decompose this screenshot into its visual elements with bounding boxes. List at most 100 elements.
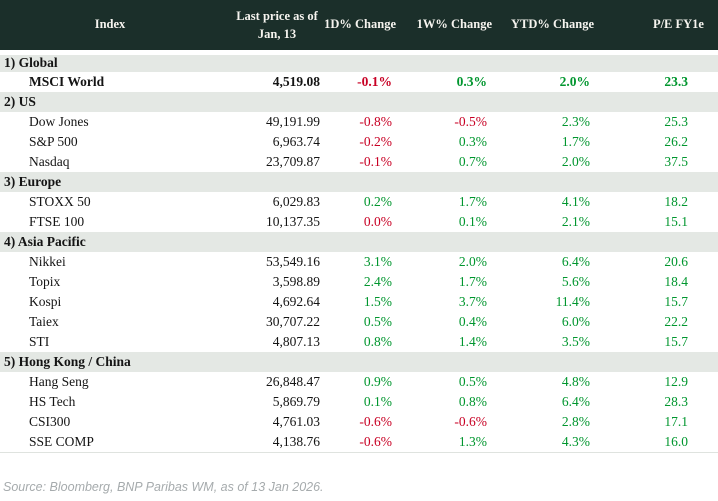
cell-value: 12.9	[596, 372, 718, 392]
table-row: Taiex 30,707.22 0.5% 0.4% 6.0% 22.2	[0, 312, 718, 332]
cell-value: 25.3	[596, 112, 718, 132]
cell-value: 1.7%	[398, 192, 494, 212]
table-row: MSCI World 4,519.08 -0.1% 0.3% 2.0% 23.3	[0, 72, 718, 92]
cell-value: 15.1	[596, 212, 718, 232]
index-name: Nikkei	[0, 252, 190, 272]
cell-value: 5,869.79	[190, 392, 322, 412]
cell-value: 4,138.76	[190, 432, 322, 453]
cell-value: 6.4%	[494, 392, 596, 412]
cell-value: 37.5	[596, 152, 718, 172]
cell-value: 16.0	[596, 432, 718, 453]
cell-value: 23,709.87	[190, 152, 322, 172]
cell-value: 0.8%	[322, 332, 398, 352]
cell-value: 1.5%	[322, 292, 398, 312]
col-header-index: Index	[0, 0, 190, 55]
cell-value: 0.4%	[398, 312, 494, 332]
cell-value: 28.3	[596, 392, 718, 412]
cell-value: -0.5%	[398, 112, 494, 132]
cell-value: 3.5%	[494, 332, 596, 352]
cell-value: 3.7%	[398, 292, 494, 312]
cell-value: 26,848.47	[190, 372, 322, 392]
cell-value: 6,963.74	[190, 132, 322, 152]
cell-value: 49,191.99	[190, 112, 322, 132]
table-row: Nikkei 53,549.16 3.1% 2.0% 6.4% 20.6	[0, 252, 718, 272]
index-name: Kospi	[0, 292, 190, 312]
cell-value: 0.8%	[398, 392, 494, 412]
cell-value: 2.0%	[398, 252, 494, 272]
cell-value: 1.7%	[494, 132, 596, 152]
table-row: HS Tech 5,869.79 0.1% 0.8% 6.4% 28.3	[0, 392, 718, 412]
cell-value: 0.7%	[398, 152, 494, 172]
table-row: Hang Seng 26,848.47 0.9% 0.5% 4.8% 12.9	[0, 372, 718, 392]
table-row: STOXX 50 6,029.83 0.2% 1.7% 4.1% 18.2	[0, 192, 718, 212]
section-row: 2) US	[0, 92, 718, 112]
cell-value: -0.6%	[398, 412, 494, 432]
header-row: Index Last price as of Jan, 13 1D% Chang…	[0, 0, 718, 55]
cell-value: 15.7	[596, 292, 718, 312]
cell-value: -0.6%	[322, 412, 398, 432]
section-label: 5) Hong Kong / China	[0, 352, 718, 372]
source-note: Source: Bloomberg, BNP Paribas WM, as of…	[3, 480, 324, 494]
index-name: MSCI World	[0, 72, 190, 92]
cell-value: 5.6%	[494, 272, 596, 292]
cell-value: 18.2	[596, 192, 718, 212]
cell-value: 3.1%	[322, 252, 398, 272]
index-name: STI	[0, 332, 190, 352]
cell-value: 2.8%	[494, 412, 596, 432]
cell-value: 18.4	[596, 272, 718, 292]
table-row: CSI300 4,761.03 -0.6% -0.6% 2.8% 17.1	[0, 412, 718, 432]
cell-value: 10,137.35	[190, 212, 322, 232]
section-label: 3) Europe	[0, 172, 718, 192]
index-name: S&P 500	[0, 132, 190, 152]
cell-value: 0.9%	[322, 372, 398, 392]
index-name: FTSE 100	[0, 212, 190, 232]
cell-value: 22.2	[596, 312, 718, 332]
table-row: Dow Jones 49,191.99 -0.8% -0.5% 2.3% 25.3	[0, 112, 718, 132]
cell-value: 0.5%	[322, 312, 398, 332]
cell-value: -0.1%	[322, 152, 398, 172]
cell-value: 4,761.03	[190, 412, 322, 432]
col-header-last-price: Last price as of Jan, 13	[190, 0, 322, 55]
cell-value: 0.2%	[322, 192, 398, 212]
section-row: 4) Asia Pacific	[0, 232, 718, 252]
cell-value: 2.0%	[494, 72, 596, 92]
index-name: Nasdaq	[0, 152, 190, 172]
section-row: 1) Global	[0, 52, 718, 72]
index-table: Index Last price as of Jan, 13 1D% Chang…	[0, 0, 718, 453]
index-name: Topix	[0, 272, 190, 292]
cell-value: 1.3%	[398, 432, 494, 453]
cell-value: 11.4%	[494, 292, 596, 312]
cell-value: 1.7%	[398, 272, 494, 292]
cell-value: 0.0%	[322, 212, 398, 232]
col-header-1w-change: 1W% Change	[398, 0, 494, 55]
cell-value: 2.4%	[322, 272, 398, 292]
table-row: FTSE 100 10,137.35 0.0% 0.1% 2.1% 15.1	[0, 212, 718, 232]
table-row: S&P 500 6,963.74 -0.2% 0.3% 1.7% 26.2	[0, 132, 718, 152]
cell-value: 3,598.89	[190, 272, 322, 292]
cell-value: 0.3%	[398, 132, 494, 152]
cell-value: 4,692.64	[190, 292, 322, 312]
section-row: 5) Hong Kong / China	[0, 352, 718, 372]
col-header-1d-change: 1D% Change	[322, 0, 398, 55]
cell-value: 53,549.16	[190, 252, 322, 272]
cell-value: 4.8%	[494, 372, 596, 392]
cell-value: 6.4%	[494, 252, 596, 272]
cell-value: 26.2	[596, 132, 718, 152]
cell-value: 0.1%	[322, 392, 398, 412]
index-name: CSI300	[0, 412, 190, 432]
section-label: 1) Global	[0, 52, 718, 72]
cell-value: 4,807.13	[190, 332, 322, 352]
cell-value: 30,707.22	[190, 312, 322, 332]
section-row: 3) Europe	[0, 172, 718, 192]
index-name: HS Tech	[0, 392, 190, 412]
cell-value: 23.3	[596, 72, 718, 92]
cell-value: -0.1%	[322, 72, 398, 92]
cell-value: 17.1	[596, 412, 718, 432]
cell-value: 4.1%	[494, 192, 596, 212]
cell-value: 20.6	[596, 252, 718, 272]
cell-value: 4.3%	[494, 432, 596, 453]
cell-value: 0.5%	[398, 372, 494, 392]
cell-value: -0.8%	[322, 112, 398, 132]
cell-value: 0.1%	[398, 212, 494, 232]
cell-value: 1.4%	[398, 332, 494, 352]
